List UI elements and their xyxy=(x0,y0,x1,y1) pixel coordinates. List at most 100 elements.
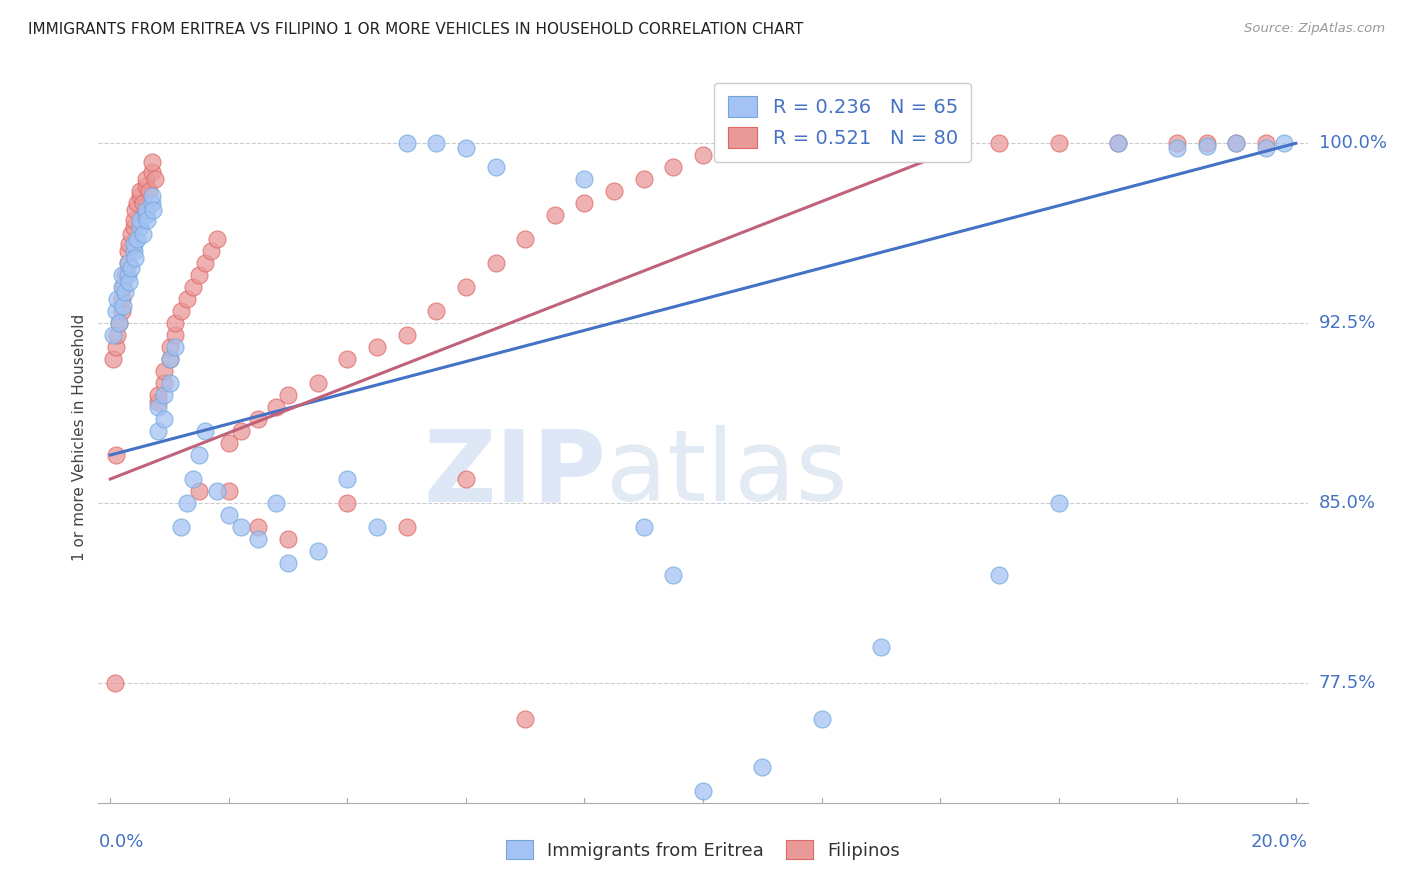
Point xyxy=(484,256,506,270)
Text: 92.5%: 92.5% xyxy=(1319,314,1376,332)
Text: 20.0%: 20.0% xyxy=(1251,833,1308,851)
Point xyxy=(277,556,299,570)
Point xyxy=(120,260,142,275)
Point xyxy=(218,508,240,522)
Point xyxy=(188,483,211,498)
Point xyxy=(111,292,134,306)
Text: 100.0%: 100.0% xyxy=(1319,135,1386,153)
Point xyxy=(336,472,359,486)
Point xyxy=(129,220,152,235)
Point xyxy=(988,136,1011,151)
Point xyxy=(188,448,211,462)
Point xyxy=(114,268,136,283)
Point xyxy=(188,268,211,283)
Point xyxy=(205,483,228,498)
Point xyxy=(176,292,198,306)
Point xyxy=(111,304,134,318)
Point xyxy=(111,280,134,294)
Point xyxy=(277,532,299,546)
Point xyxy=(1225,136,1247,151)
Point xyxy=(103,352,125,367)
Point xyxy=(247,532,270,546)
Point xyxy=(181,472,204,486)
Point xyxy=(136,213,159,227)
Point xyxy=(218,436,240,450)
Point xyxy=(454,472,477,486)
Point xyxy=(117,256,139,270)
Point xyxy=(165,316,187,330)
Point xyxy=(105,328,128,343)
Point xyxy=(515,712,537,726)
Point xyxy=(200,244,222,259)
Point xyxy=(247,520,270,534)
Point xyxy=(336,352,359,367)
Point xyxy=(114,285,136,299)
Text: 85.0%: 85.0% xyxy=(1319,494,1375,512)
Point xyxy=(122,237,145,252)
Legend: Immigrants from Eritrea, Filipinos: Immigrants from Eritrea, Filipinos xyxy=(499,832,907,867)
Point xyxy=(1195,138,1218,153)
Point xyxy=(662,161,685,175)
Point xyxy=(277,388,299,402)
Point xyxy=(125,232,148,246)
Point xyxy=(229,424,252,438)
Point xyxy=(336,496,359,510)
Point xyxy=(484,161,506,175)
Point xyxy=(105,340,128,354)
Point xyxy=(108,316,131,330)
Point xyxy=(1047,136,1070,151)
Point xyxy=(247,412,270,426)
Point xyxy=(1254,136,1277,151)
Point xyxy=(135,179,157,194)
Point xyxy=(152,376,174,391)
Point xyxy=(129,184,152,198)
Text: ZIP: ZIP xyxy=(423,425,606,522)
Point xyxy=(146,400,169,414)
Point xyxy=(1107,136,1129,151)
Point xyxy=(988,568,1011,582)
Point xyxy=(135,172,157,186)
Point xyxy=(194,424,217,438)
Point xyxy=(454,280,477,294)
Point xyxy=(124,252,146,266)
Point xyxy=(574,172,596,186)
Point xyxy=(574,196,596,211)
Point xyxy=(141,196,163,211)
Point xyxy=(141,189,163,203)
Point xyxy=(152,364,174,378)
Point xyxy=(307,376,329,391)
Point xyxy=(810,712,832,726)
Point xyxy=(425,136,447,151)
Point xyxy=(104,676,127,690)
Point xyxy=(152,388,174,402)
Text: atlas: atlas xyxy=(606,425,848,522)
Point xyxy=(146,424,169,438)
Point xyxy=(146,388,169,402)
Point xyxy=(117,244,139,259)
Point xyxy=(425,304,447,318)
Point xyxy=(146,395,169,409)
Point xyxy=(132,196,155,211)
Point xyxy=(105,448,128,462)
Point xyxy=(395,136,418,151)
Point xyxy=(159,376,181,391)
Point xyxy=(810,136,832,151)
Point xyxy=(103,328,125,343)
Point xyxy=(1166,136,1188,151)
Point xyxy=(159,340,181,354)
Point xyxy=(170,520,193,534)
Point xyxy=(129,189,152,203)
Point xyxy=(120,227,142,242)
Point xyxy=(112,280,135,294)
Point xyxy=(366,340,388,354)
Point xyxy=(170,304,193,318)
Point xyxy=(176,496,198,510)
Point xyxy=(165,340,187,354)
Point xyxy=(141,165,163,179)
Point xyxy=(135,203,157,218)
Point xyxy=(142,203,165,218)
Point xyxy=(194,256,217,270)
Point xyxy=(105,304,128,318)
Point xyxy=(108,316,131,330)
Point xyxy=(117,268,139,283)
